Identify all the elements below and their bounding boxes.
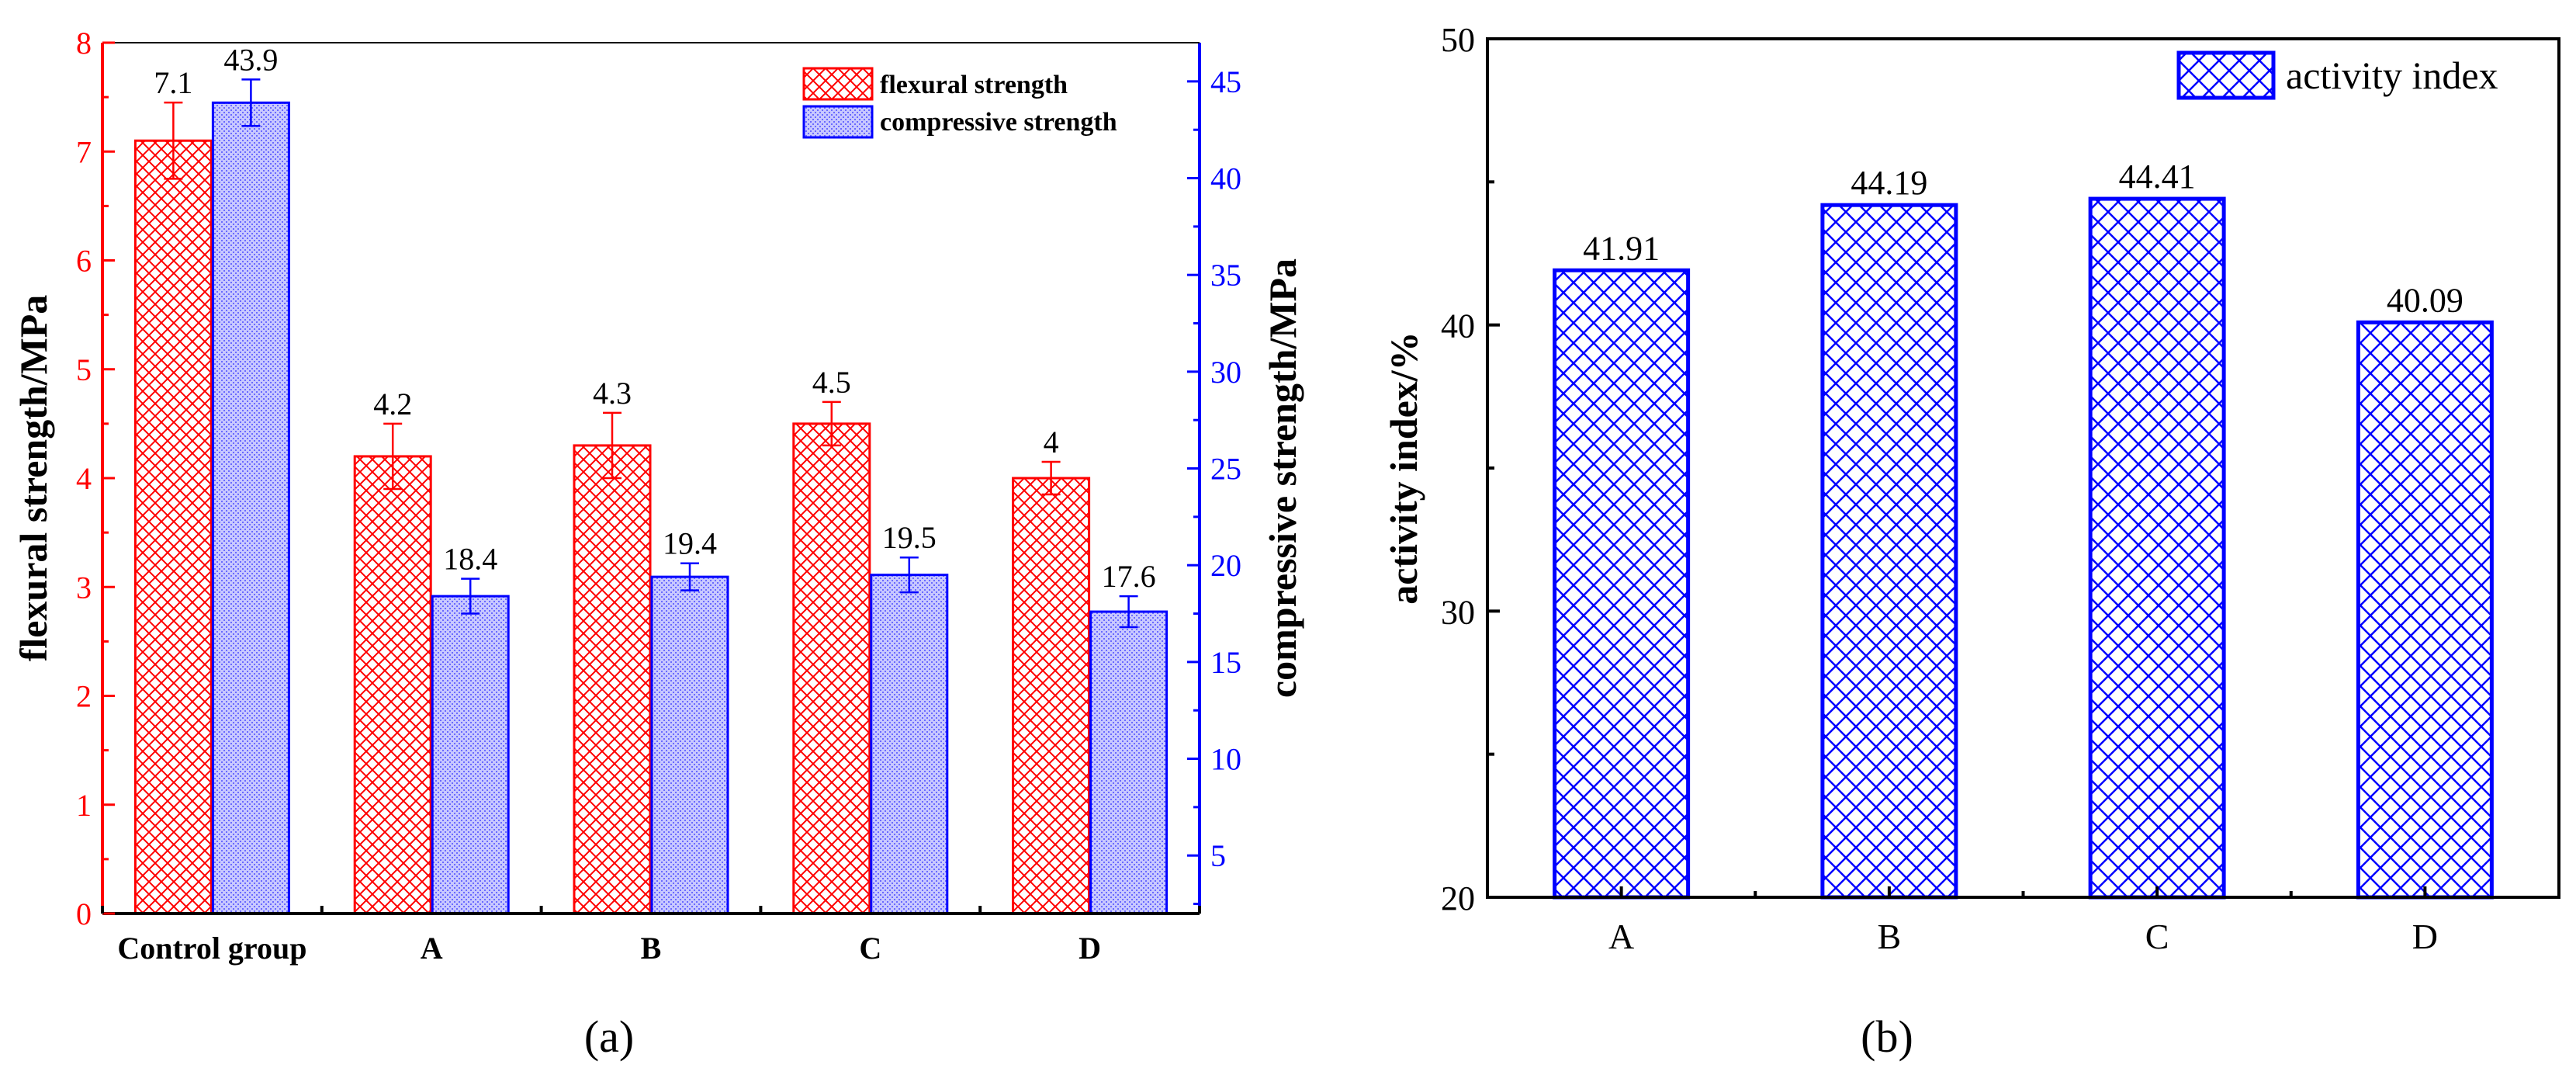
panel-a-bars <box>133 101 1169 915</box>
a-left-tick-label: 4 <box>76 461 92 496</box>
a-value-label-flexural: 4.2 <box>373 387 412 421</box>
b-value-label: 44.19 <box>1851 164 1927 202</box>
a-legend-label-flexural: flexural strength <box>880 71 1068 99</box>
a-left-tick-label: 6 <box>76 244 92 279</box>
a-legend-swatch-compressive <box>802 105 874 139</box>
b-value-label: 40.09 <box>2387 281 2463 319</box>
a-legend-label-compressive: compressive strength <box>880 108 1117 137</box>
b-bar-activity <box>2356 320 2494 900</box>
a-bar-compressive <box>1089 610 1169 915</box>
b-panel-label: (b) <box>1861 1011 1913 1062</box>
a-value-label-compressive: 43.9 <box>223 42 278 77</box>
a-left-tick-label: 8 <box>76 26 92 61</box>
b-bar-activity <box>1820 203 1958 900</box>
a-bar-flexural <box>133 139 213 915</box>
a-legend-swatch-flexural <box>802 67 874 101</box>
a-bar-compressive <box>431 595 510 915</box>
a-right-tick-label: 20 <box>1210 548 1241 583</box>
a-left-tick-label: 1 <box>76 788 92 823</box>
panel-a-value-labels: 7.1 43.9 4.2 18.4 4.3 19.4 4.5 19.5 4 17.6 <box>154 42 1155 594</box>
a-right-ticks: 5 10 15 20 25 30 35 40 45 <box>1187 64 1241 906</box>
a-right-tick-label: 15 <box>1210 645 1241 680</box>
a-category-label: D <box>1079 931 1101 966</box>
a-bar-flexural <box>353 455 432 915</box>
a-right-tick-label: 25 <box>1210 452 1241 487</box>
a-error-compressive <box>899 556 919 594</box>
a-bar-flexural <box>792 422 871 915</box>
a-value-label-compressive: 19.4 <box>663 526 717 561</box>
b-y-axis-title: activity index/% <box>1382 331 1425 604</box>
a-left-tick-label: 5 <box>76 352 92 387</box>
b-y-ticks: 20 30 40 50 <box>1441 21 1500 917</box>
a-right-tick-label: 10 <box>1210 742 1241 777</box>
a-right-tick-label: 30 <box>1210 355 1241 390</box>
a-value-label-compressive: 19.5 <box>882 520 937 555</box>
a-y-axis-title: flexural strength/MPa <box>12 295 55 662</box>
a-error-flexural <box>164 101 183 180</box>
b-y-tick-label: 50 <box>1441 21 1475 59</box>
b-bar-activity <box>2088 196 2226 900</box>
a-y2-axis-title: compressive strength/MPa <box>1261 258 1304 698</box>
a-error-compressive <box>461 577 480 615</box>
a-legend: flexural strength compressive strength <box>802 67 1117 139</box>
a-error-flexural <box>822 401 841 447</box>
a-right-tick-label: 35 <box>1210 258 1241 293</box>
a-error-compressive <box>241 78 261 127</box>
a-left-tick-label: 3 <box>76 570 92 605</box>
b-bar-activity <box>1553 268 1691 900</box>
b-category-label: C <box>2145 917 2169 956</box>
a-category-label: Control group <box>117 931 306 966</box>
a-value-label-compressive: 18.4 <box>443 542 497 577</box>
a-value-label-compressive: 17.6 <box>1102 559 1156 594</box>
a-value-label-flexural: 4.3 <box>593 376 632 411</box>
a-value-label-flexural: 7.1 <box>154 65 192 100</box>
b-legend-label-activity: activity index <box>2286 54 2498 97</box>
a-bar-compressive <box>650 575 729 915</box>
a-error-flexural <box>603 411 621 480</box>
b-category-label: D <box>2412 917 2438 956</box>
b-y-tick-label: 40 <box>1441 307 1475 345</box>
a-right-tick-label: 40 <box>1210 161 1241 196</box>
b-legend-swatch-activity <box>2176 50 2276 100</box>
a-bar-compressive <box>870 574 949 915</box>
a-error-flexural <box>383 422 403 491</box>
panel-b-chart: 41.91 44.19 44.41 40.09 20 30 40 50 A B C D activ… <box>1382 21 2560 1062</box>
a-error-compressive <box>1119 595 1138 629</box>
a-left-tick-label: 0 <box>76 896 92 931</box>
a-left-tick-label: 7 <box>76 134 92 169</box>
a-bar-flexural <box>573 444 652 915</box>
a-panel-label: (a) <box>584 1011 634 1062</box>
a-left-ticks: 0 1 2 3 4 5 6 7 8 <box>76 26 115 931</box>
b-category-label: B <box>1878 917 1902 956</box>
a-right-tick-label: 5 <box>1210 838 1226 873</box>
panel-b-bars <box>1553 196 2494 900</box>
a-category-label: B <box>641 931 662 966</box>
a-value-label-flexural: 4.5 <box>812 365 851 400</box>
b-y-tick-label: 30 <box>1441 593 1475 631</box>
a-bar-flexural <box>1012 477 1091 915</box>
a-error-flexural <box>1041 460 1061 496</box>
a-x-ticks: Control group A B C D <box>101 906 1201 966</box>
panel-b-value-labels: 41.91 44.19 44.41 40.09 <box>1583 158 2463 319</box>
b-value-label: 41.91 <box>1583 229 1660 267</box>
a-right-tick-label: 45 <box>1210 64 1241 99</box>
b-category-label: A <box>1608 917 1634 956</box>
a-category-label: C <box>859 931 881 966</box>
b-x-ticks: A B C D <box>1608 886 2438 956</box>
a-left-tick-label: 2 <box>76 679 92 714</box>
b-legend: activity index <box>2176 50 2498 100</box>
b-value-label: 44.41 <box>2119 158 2196 196</box>
b-y-tick-label: 20 <box>1441 879 1475 917</box>
a-value-label-flexural: 4 <box>1044 425 1059 460</box>
a-bar-compressive <box>211 101 290 915</box>
a-error-compressive <box>680 562 699 591</box>
a-category-label: A <box>421 931 443 966</box>
panel-a-error-bars <box>164 78 1138 629</box>
